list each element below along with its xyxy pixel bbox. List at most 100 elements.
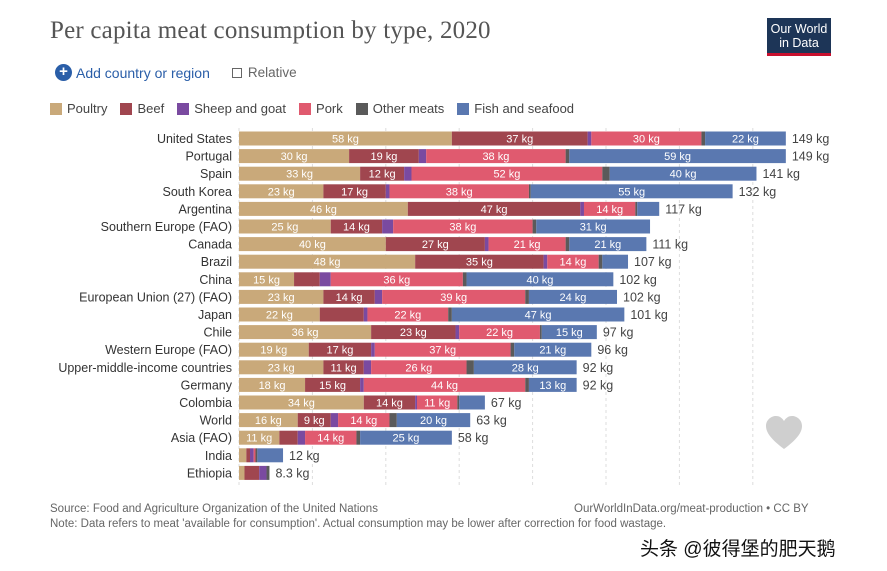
bar-segment[interactable] <box>583 201 636 216</box>
bar-segment[interactable] <box>239 395 364 410</box>
bar-segment[interactable] <box>466 272 614 287</box>
bar-segment[interactable] <box>239 272 295 287</box>
bar-segment[interactable] <box>569 149 786 164</box>
bar-segment[interactable] <box>404 166 412 181</box>
heart-icon[interactable] <box>764 414 804 454</box>
bar-segment[interactable] <box>239 166 361 181</box>
bar-segment[interactable] <box>418 149 427 164</box>
bar-segment[interactable] <box>385 184 390 199</box>
bar-segment[interactable] <box>385 237 485 252</box>
bar-segment[interactable] <box>244 465 260 480</box>
bar-segment[interactable] <box>415 395 417 410</box>
bar-segment[interactable] <box>637 201 660 216</box>
bar-segment[interactable] <box>279 430 298 445</box>
bar-segment[interactable] <box>528 377 577 392</box>
bar-segment[interactable] <box>451 307 625 322</box>
bar-segment[interactable] <box>239 342 309 357</box>
bar-segment[interactable] <box>371 325 456 340</box>
bar-segment[interactable] <box>371 342 375 357</box>
relative-toggle[interactable]: Relative <box>231 65 297 80</box>
bar-segment[interactable] <box>360 430 452 445</box>
bar-segment[interactable] <box>411 166 603 181</box>
bar-segment[interactable] <box>239 201 408 216</box>
bar-segment[interactable] <box>255 448 258 463</box>
bar-segment[interactable] <box>356 430 361 445</box>
bar-segment[interactable] <box>294 272 320 287</box>
bar-segment[interactable] <box>305 377 361 392</box>
bar-segment[interactable] <box>543 254 548 269</box>
bar-segment[interactable] <box>363 307 368 322</box>
bar-segment[interactable] <box>360 166 405 181</box>
bar-segment[interactable] <box>305 430 357 445</box>
bar-segment[interactable] <box>374 289 383 304</box>
bar-segment[interactable] <box>323 289 375 304</box>
bar-segment[interactable] <box>382 219 394 234</box>
bar-segment[interactable] <box>389 184 529 199</box>
bar-segment[interactable] <box>239 131 452 146</box>
bar-segment[interactable] <box>367 307 449 322</box>
bar-segment[interactable] <box>297 430 306 445</box>
bar-segment[interactable] <box>330 413 339 428</box>
bar-segment[interactable] <box>569 237 647 252</box>
bar-segment[interactable] <box>457 395 460 410</box>
bar-segment[interactable] <box>473 360 577 375</box>
bar-segment[interactable] <box>363 377 526 392</box>
legend-item[interactable]: Fish and seafood <box>457 101 574 116</box>
bar-segment[interactable] <box>547 254 599 269</box>
bar-segment[interactable] <box>389 413 397 428</box>
bar-segment[interactable] <box>510 342 515 357</box>
bar-segment[interactable] <box>371 360 467 375</box>
bar-segment[interactable] <box>250 448 254 463</box>
bar-segment[interactable] <box>488 237 566 252</box>
bar-segment[interactable] <box>330 272 463 287</box>
bar-segment[interactable] <box>239 360 324 375</box>
bar-segment[interactable] <box>609 166 757 181</box>
bar-segment[interactable] <box>382 289 526 304</box>
bar-segment[interactable] <box>525 289 529 304</box>
bar-segment[interactable] <box>602 254 629 269</box>
bar-segment[interactable] <box>257 448 284 463</box>
bar-segment[interactable] <box>360 377 364 392</box>
bar-segment[interactable] <box>565 237 570 252</box>
bar-segment[interactable] <box>462 272 467 287</box>
bar-segment[interactable] <box>532 219 537 234</box>
bar-segment[interactable] <box>239 377 306 392</box>
bar-segment[interactable] <box>539 325 542 340</box>
bar-segment[interactable] <box>319 307 364 322</box>
legend-item[interactable]: Pork <box>299 101 343 116</box>
legend-item[interactable]: Beef <box>120 101 164 116</box>
bar-segment[interactable] <box>407 201 581 216</box>
bar-segment[interactable] <box>246 448 251 463</box>
bar-segment[interactable] <box>253 448 256 463</box>
owid-link[interactable]: OurWorldInData.org/meat-production • CC … <box>574 503 809 515</box>
bar-segment[interactable] <box>525 377 529 392</box>
bar-segment[interactable] <box>415 254 544 269</box>
bar-segment[interactable] <box>363 360 372 375</box>
bar-segment[interactable] <box>319 272 331 287</box>
bar-segment[interactable] <box>528 184 531 199</box>
bar-segment[interactable] <box>598 254 603 269</box>
bar-segment[interactable] <box>393 219 533 234</box>
bar-segment[interactable] <box>330 219 383 234</box>
bar-segment[interactable] <box>349 149 419 164</box>
bar-segment[interactable] <box>239 465 245 480</box>
bar-segment[interactable] <box>239 289 324 304</box>
bar-segment[interactable] <box>338 413 390 428</box>
bar-segment[interactable] <box>323 360 364 375</box>
bar-segment[interactable] <box>591 131 702 146</box>
bar-segment[interactable] <box>323 184 386 199</box>
bar-segment[interactable] <box>448 307 452 322</box>
bar-segment[interactable] <box>587 131 592 146</box>
bar-segment[interactable] <box>484 237 489 252</box>
bar-segment[interactable] <box>239 413 298 428</box>
bar-segment[interactable] <box>565 149 570 164</box>
bar-segment[interactable] <box>416 395 458 410</box>
bar-segment[interactable] <box>297 413 331 428</box>
bar-segment[interactable] <box>363 395 416 410</box>
bar-segment[interactable] <box>259 465 267 480</box>
bar-segment[interactable] <box>239 254 416 269</box>
bar-segment[interactable] <box>239 307 320 322</box>
relative-checkbox[interactable] <box>231 67 242 78</box>
bar-segment[interactable] <box>239 430 280 445</box>
bar-segment[interactable] <box>455 325 460 340</box>
